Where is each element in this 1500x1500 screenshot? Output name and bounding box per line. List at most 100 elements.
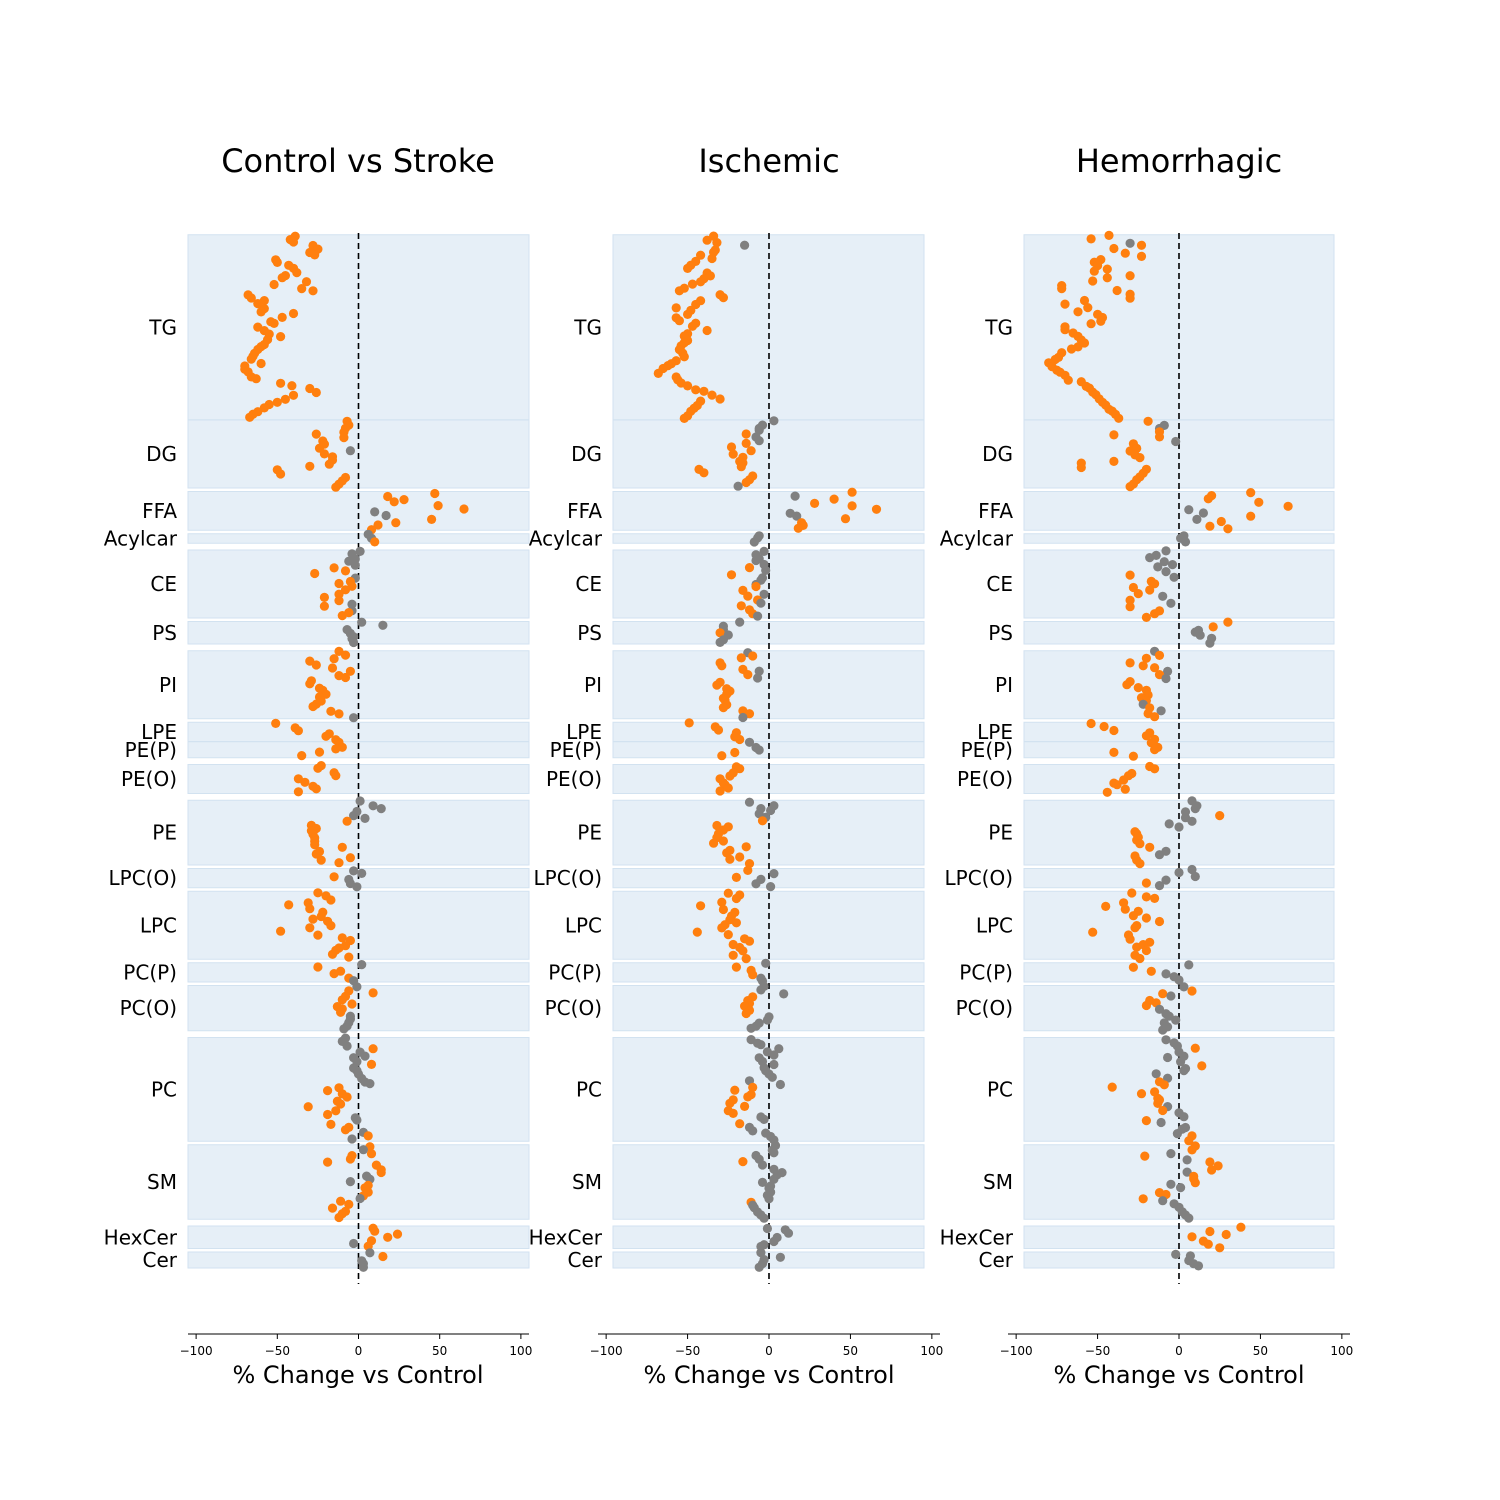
data-point (368, 988, 378, 998)
data-point (674, 286, 685, 296)
data-point (376, 804, 386, 814)
data-point (1187, 816, 1197, 826)
data-point (370, 537, 380, 547)
data-point (334, 589, 344, 599)
data-point (725, 771, 735, 781)
panel-title: Hemorrhagic (1076, 142, 1282, 180)
data-point (347, 999, 357, 1009)
data-point (790, 491, 800, 501)
data-point (731, 962, 742, 972)
data-point (308, 286, 318, 296)
data-point (735, 764, 745, 774)
data-point (1161, 969, 1171, 979)
data-point (272, 257, 282, 267)
data-point (326, 1119, 336, 1129)
data-point (1150, 609, 1160, 619)
data-point (653, 368, 663, 378)
data-point (339, 1024, 349, 1034)
x-tick-label: −100 (180, 1344, 213, 1358)
data-point (313, 930, 323, 940)
group-label: Cer (143, 1248, 178, 1272)
group-label: Acylcar (940, 527, 1014, 551)
data-point (366, 1059, 377, 1069)
data-point (311, 849, 321, 859)
data-point (1102, 264, 1112, 274)
data-point (336, 1007, 346, 1017)
group-label: SM (572, 1170, 602, 1194)
data-point (323, 1109, 333, 1120)
data-point (345, 666, 355, 676)
data-point (1066, 344, 1077, 354)
data-point (370, 1226, 380, 1236)
data-point (256, 358, 266, 369)
data-point (284, 900, 294, 910)
data-point (1109, 456, 1119, 466)
chart-panel-1: Control vs Stroke TG DG FFA Acylcar CE PS PI LPE… (104, 142, 533, 1389)
data-point (726, 442, 737, 452)
data-point (683, 309, 693, 319)
data-point (1180, 537, 1191, 547)
data-point (871, 504, 882, 514)
group-label: PC(O) (120, 996, 177, 1020)
data-point (1171, 1015, 1181, 1025)
data-point (674, 316, 685, 326)
data-point (337, 933, 347, 943)
data-point (342, 816, 352, 826)
data-point (305, 904, 315, 914)
data-point (1135, 953, 1145, 964)
data-point (1172, 1129, 1182, 1139)
data-point (1109, 725, 1119, 736)
data-point (1195, 630, 1205, 640)
data-point (360, 813, 370, 824)
data-point (743, 865, 753, 876)
data-point (1207, 1165, 1217, 1175)
data-point (718, 703, 729, 713)
data-point (671, 303, 681, 313)
data-point (1158, 1105, 1168, 1116)
group-label: LPC (565, 913, 602, 937)
data-point (1109, 243, 1119, 254)
data-point (336, 1099, 346, 1109)
data-point (337, 842, 347, 852)
data-point (1179, 982, 1189, 992)
data-point (735, 734, 745, 745)
data-point (775, 1079, 786, 1090)
data-point (331, 771, 341, 781)
data-point (310, 840, 320, 850)
data-point (1125, 602, 1135, 612)
data-point (735, 852, 745, 862)
data-point (334, 1212, 344, 1223)
data-point (342, 1041, 352, 1051)
group-label: PC(P) (548, 960, 602, 984)
data-point (759, 546, 769, 557)
x-tick-label: −50 (265, 1344, 290, 1358)
data-point (271, 718, 281, 729)
data-point (1164, 819, 1174, 829)
data-point (1193, 1261, 1204, 1271)
data-point (305, 923, 315, 933)
data-point (1283, 501, 1293, 511)
data-point (1190, 804, 1200, 814)
data-point (1150, 745, 1160, 755)
data-point (1156, 1117, 1166, 1128)
data-point (1184, 1136, 1194, 1146)
data-point (347, 599, 357, 609)
data-point (1197, 1061, 1207, 1071)
data-point (324, 459, 334, 469)
data-point (1076, 462, 1086, 473)
data-point (313, 763, 323, 773)
data-point (744, 563, 755, 573)
data-point (715, 628, 725, 638)
data-point (370, 507, 380, 517)
data-point (1203, 494, 1213, 504)
data-point (276, 378, 286, 388)
group-label: HexCer (529, 1225, 603, 1249)
group-label: TG (148, 315, 177, 339)
data-point (1161, 546, 1171, 556)
group-label: PS (152, 621, 177, 645)
data-point (345, 853, 355, 863)
data-point (1184, 505, 1194, 515)
data-point (740, 1101, 750, 1111)
panel-title: Ischemic (698, 142, 839, 180)
